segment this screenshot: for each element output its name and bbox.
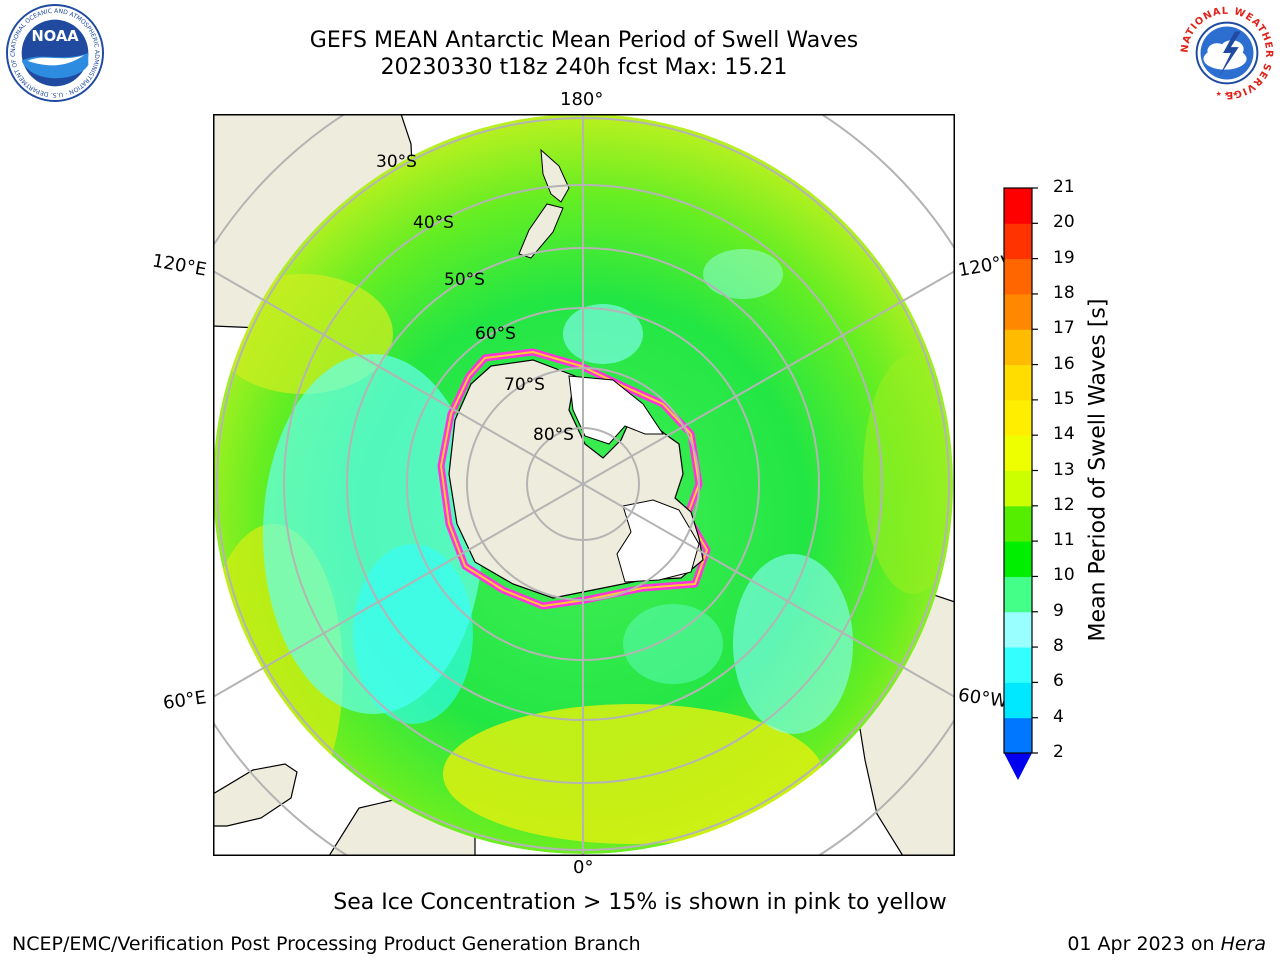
lat-label-30s: 30°S <box>376 152 417 172</box>
colorbar-tick-label: 10 <box>1053 565 1075 586</box>
short-period-region <box>703 249 783 299</box>
polar-map[interactable] <box>213 114 955 856</box>
colorbar-tick-label: 15 <box>1053 388 1075 409</box>
lat-label-80s: 80°S <box>533 425 574 445</box>
new-zealand-north <box>540 148 570 203</box>
graticule <box>213 114 955 856</box>
short-period-region <box>623 604 723 684</box>
producer-credit: NCEP/EMC/Verification Post Processing Pr… <box>12 933 641 955</box>
long-period-region <box>443 704 823 844</box>
colorbar-segment <box>1004 576 1032 613</box>
run-date-credit: 01 Apr 2023 on Hera <box>1067 933 1266 955</box>
run-date: 01 Apr 2023 on <box>1067 933 1221 955</box>
colorbar-tick-label: 4 <box>1053 706 1064 727</box>
nws-logo: NATIONAL WEATHER SERVICE ★ ★ ★ <box>1178 4 1276 102</box>
colorbar-tick-label: 2 <box>1053 742 1064 762</box>
lon-label-0: 0° <box>573 857 594 878</box>
lon-label-180: 180° <box>560 89 604 110</box>
map-subtitle: 20230330 t18z 240h fcst Max: 15.21 <box>380 55 788 80</box>
colorbar-segment <box>1004 682 1032 719</box>
colorbar-tick-label: 20 <box>1053 212 1075 233</box>
short-period-region <box>563 304 643 364</box>
madagascar <box>213 763 298 827</box>
colorbar-extend-arrow <box>1004 753 1032 780</box>
map-frame <box>213 114 955 856</box>
colorbar-tick-label: 14 <box>1053 424 1075 445</box>
lat-label-70s: 70°S <box>504 375 545 395</box>
lat-label-40s: 40°S <box>413 213 454 233</box>
colorbar-segment <box>1004 717 1032 754</box>
colorbar-segment <box>1004 293 1032 330</box>
short-period-region <box>733 554 853 734</box>
colorbar-tick-label: 17 <box>1053 318 1075 339</box>
colorbar-segment <box>1004 435 1032 471</box>
sea-ice-inner-edge <box>440 351 708 607</box>
colorbar-segment <box>1004 611 1032 648</box>
colorbar-title: Mean Period of Swell Waves [s] <box>1085 298 1111 642</box>
ross-ice-shelf <box>568 375 664 445</box>
colorbar-tick-label: 8 <box>1053 636 1064 657</box>
colorbar-segment <box>1004 329 1032 366</box>
colorbar-tick-label: 13 <box>1053 459 1075 480</box>
colorbar-tick-label: 16 <box>1053 353 1075 374</box>
long-period-region <box>863 354 953 594</box>
map-title: GEFS MEAN Antarctic Mean Period of Swell… <box>309 28 859 53</box>
colorbar-tick-label: 12 <box>1053 494 1075 515</box>
svg-text:★ ★ ★: ★ ★ ★ <box>1216 90 1239 98</box>
colorbar-tick-label: 9 <box>1053 600 1064 621</box>
colorbar-segment <box>1004 399 1032 436</box>
colorbar-segment <box>1004 505 1032 542</box>
noaa-logo: NATIONAL OCEANIC AND ATMOSPHERIC ADMINIS… <box>6 4 104 102</box>
colorbar-segment <box>1004 223 1032 260</box>
ronne-ice-shelf <box>616 499 700 583</box>
lon-label-120e: 120°E <box>150 250 209 281</box>
colorbar-segment <box>1004 647 1032 683</box>
colorbar-segment <box>1004 188 1032 224</box>
lat-label-50s: 50°S <box>444 270 485 290</box>
sea-ice-caption: Sea Ice Concentration > 15% is shown in … <box>333 890 947 915</box>
colorbar-tick-label: 6 <box>1053 671 1064 692</box>
colorbar-segment <box>1004 258 1032 295</box>
colorbar-tick-label: 19 <box>1053 247 1075 268</box>
lon-label-60e: 60°E <box>161 687 208 714</box>
svg-text:NOAA: NOAA <box>31 28 79 45</box>
colorbar-tick-label: 21 <box>1053 177 1075 197</box>
short-period-region <box>353 544 473 724</box>
lat-label-60s: 60°S <box>475 324 516 344</box>
colorbar-segment <box>1004 364 1032 401</box>
colorbar-tick-label: 18 <box>1053 282 1075 303</box>
new-zealand-south <box>518 203 564 259</box>
colorbar <box>1003 187 1038 780</box>
colorbar-segment <box>1004 470 1032 507</box>
colorbar-tick-label: 11 <box>1053 530 1075 551</box>
host-name: Hera <box>1220 933 1266 955</box>
colorbar-segment <box>1004 541 1032 577</box>
